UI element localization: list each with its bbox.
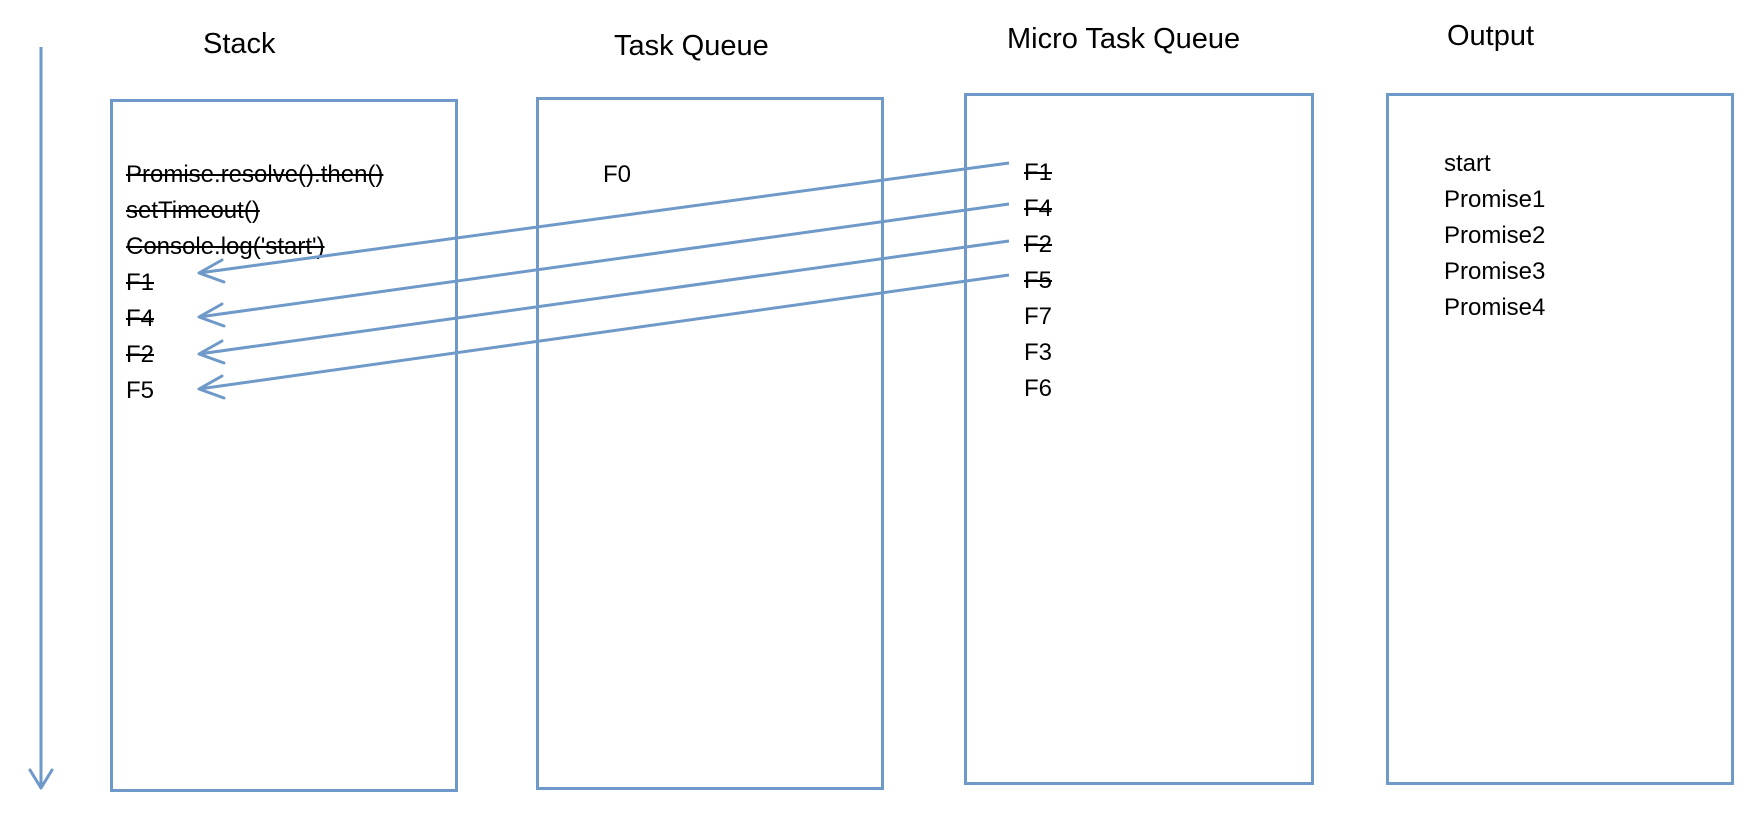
micro-task-queue-box	[964, 93, 1314, 785]
arrow-f1-line	[198, 161, 1010, 275]
micro-task-item: F1	[1024, 159, 1053, 186]
output-title: Output	[1447, 20, 1535, 52]
stack-item: setTimeout()	[126, 197, 260, 224]
micro-task-item: F6	[1024, 375, 1053, 402]
task-queue-box	[536, 97, 884, 790]
micro-task-item: F4	[1024, 195, 1053, 222]
arrow-f5-head	[197, 374, 226, 400]
arrow-f2-head	[197, 339, 226, 365]
task-queue-title: Task Queue	[614, 30, 769, 62]
output-box	[1386, 93, 1734, 785]
stack-item: F1	[126, 269, 155, 296]
arrow-f5-line	[198, 273, 1010, 391]
output-line: Promise1	[1444, 186, 1546, 213]
micro-task-item: F2	[1024, 231, 1053, 258]
arrow-f2-line	[198, 239, 1010, 356]
output-line: Promise4	[1444, 294, 1546, 321]
arrow-f1-head	[197, 258, 226, 284]
micro-task-item: F7	[1024, 303, 1053, 330]
output-line: start	[1444, 150, 1491, 177]
time-axis-arrowhead	[28, 768, 54, 790]
micro-task-item: F5	[1024, 267, 1053, 294]
micro-task-item: F3	[1024, 339, 1053, 366]
stack-item: Promise.resolve().then()	[126, 161, 384, 188]
output-line: Promise3	[1444, 258, 1546, 285]
stack-box	[110, 99, 458, 792]
task-queue-item: F0	[603, 161, 632, 188]
stack-item: F4	[126, 305, 155, 332]
arrow-f4-head	[197, 302, 226, 328]
stack-title: Stack	[203, 28, 276, 60]
stack-item: F2	[126, 341, 155, 368]
stack-item: Console.log('start')	[126, 233, 325, 260]
stack-item: F5	[126, 377, 155, 404]
arrow-f4-line	[198, 202, 1010, 319]
micro-task-queue-title: Micro Task Queue	[1007, 23, 1241, 55]
output-line: Promise2	[1444, 222, 1546, 249]
